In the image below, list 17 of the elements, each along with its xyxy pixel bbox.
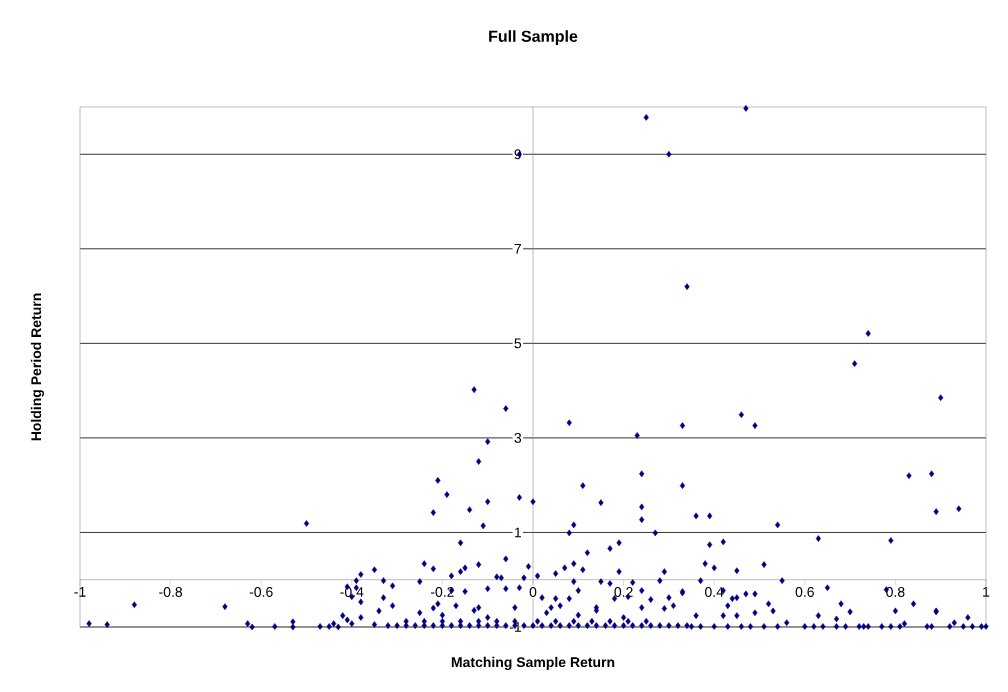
x-tick-label: -0.2: [430, 587, 454, 597]
y-tick-label: 1: [514, 527, 522, 538]
x-tick-label: -0.6: [249, 587, 273, 597]
chart-title: Full Sample: [489, 30, 578, 46]
x-tick-label: 0.6: [795, 587, 814, 597]
y-tick-label: -1: [509, 622, 522, 632]
x-tick-label: 0: [529, 587, 537, 597]
x-tick-label: -0.8: [159, 587, 183, 597]
x-tick-label: -0.4: [340, 587, 364, 597]
x-tick-label: 1: [983, 587, 990, 597]
y-tick-label: 5: [514, 338, 522, 349]
y-tick-label: 3: [514, 432, 522, 443]
x-tick-label: -1: [74, 587, 86, 597]
x-tick-label: 0.4: [705, 587, 724, 597]
y-tick-label: 7: [514, 244, 521, 254]
x-axis-title: Matching Sample Return: [451, 656, 615, 670]
y-axis-title: Holding Period Return: [30, 293, 44, 441]
